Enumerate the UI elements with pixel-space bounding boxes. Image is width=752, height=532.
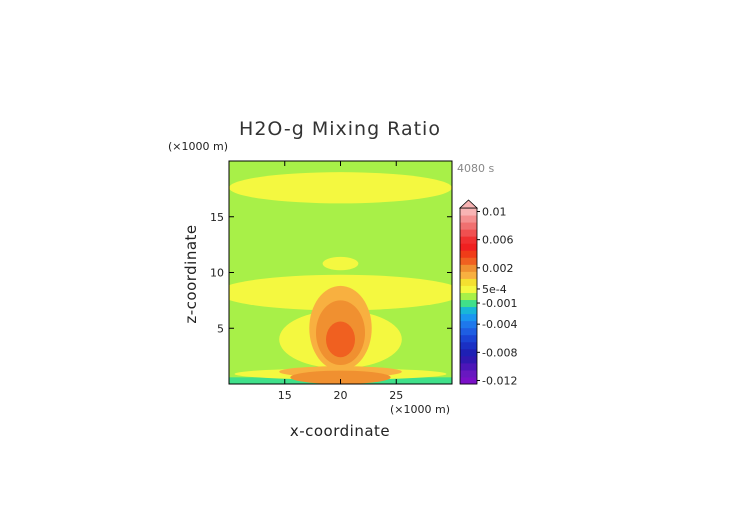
x-tick-label: 20	[334, 389, 348, 402]
colorbar-swatch	[460, 250, 477, 258]
plot-axes: 15 20 25 5 10 15	[210, 160, 453, 402]
contour-region-10	[290, 370, 391, 384]
y-tick-label: 5	[217, 322, 224, 335]
colorbar-swatch	[460, 285, 477, 293]
colorbar-swatch	[460, 355, 477, 364]
x-tick-label: 15	[278, 389, 292, 402]
colorbar-swatch	[460, 299, 477, 308]
colorbar-tick-label: -0.008	[482, 346, 517, 359]
contour-region-11	[326, 321, 355, 358]
colorbar-tick-label: 0.006	[482, 234, 514, 247]
x-unit-label: (×1000 m)	[390, 403, 450, 416]
y-axis-label: z-coordinate	[182, 224, 200, 323]
contour-region-2	[229, 172, 452, 204]
colorbar-swatch	[460, 313, 477, 322]
colorbar-swatch	[460, 208, 477, 216]
colorbar: 0.01 0.006 0.002 5e-4-0.001 -0.004 -0.008 -0.0…	[458, 199, 517, 387]
colorbar-swatch	[460, 341, 477, 350]
colorbar-swatch	[460, 376, 477, 385]
contour-region-6	[322, 256, 359, 271]
y-tick-label: 15	[210, 211, 224, 224]
colorbar-swatch	[460, 215, 477, 223]
colorbar-swatch	[460, 348, 477, 357]
colorbar-swatch	[460, 236, 477, 244]
colorbar-swatch	[460, 278, 477, 286]
colorbar-tick-label: -0.004	[482, 318, 517, 331]
x-axis-label: x-coordinate	[290, 422, 390, 440]
x-tick-label: 25	[389, 389, 403, 402]
colorbar-swatch	[460, 334, 477, 343]
time-label: 4080 s	[457, 162, 494, 175]
colorbar-tick-label: 0.002	[482, 262, 514, 275]
colorbar-extend-triangle	[458, 199, 479, 209]
colorbar-swatch	[460, 257, 477, 265]
chart-title: H2O-g Mixing Ratio	[239, 118, 441, 140]
colorbar-swatch	[460, 362, 477, 371]
colorbar-swatch	[460, 369, 477, 378]
colorbar-swatch	[460, 243, 477, 251]
colorbar-swatch	[460, 271, 477, 279]
colorbar-tick-label: 0.01	[482, 206, 507, 219]
colorbar-swatch	[460, 320, 477, 329]
y-tick-label: 10	[210, 267, 224, 280]
colorbar-swatch	[460, 292, 477, 301]
colorbar-swatch	[460, 222, 477, 230]
colorbar-swatch	[460, 306, 477, 315]
colorbar-swatch	[460, 229, 477, 237]
colorbar-tick-label: -0.012	[482, 374, 517, 387]
colorbar-swatch	[460, 264, 477, 272]
contour-field	[229, 161, 452, 384]
colorbar-tick-label: 5e-4	[482, 283, 507, 296]
colorbar-tick-label: -0.001	[482, 297, 517, 310]
y-unit-label: (×1000 m)	[168, 140, 228, 153]
colorbar-swatch	[460, 327, 477, 336]
